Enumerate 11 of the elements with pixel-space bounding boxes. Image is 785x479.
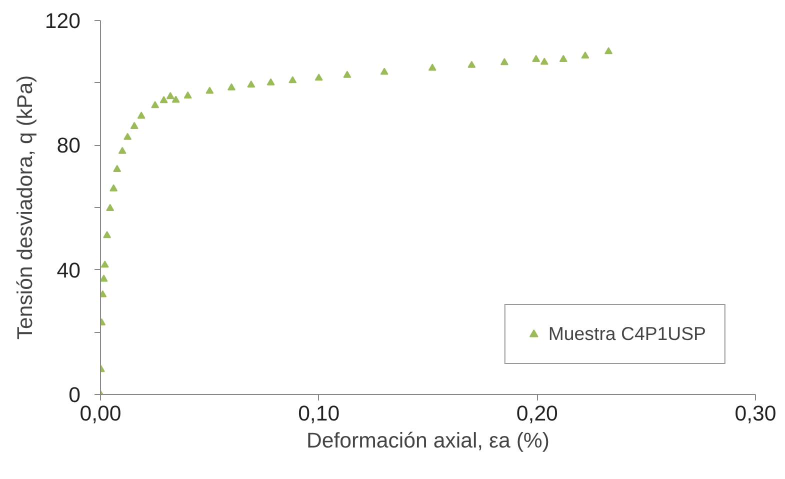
y-tick-label: 80 bbox=[56, 134, 81, 158]
x-axis-title: Deformación axial, εa (%) bbox=[306, 428, 550, 452]
legend-label: Muestra C4P1USP bbox=[548, 323, 706, 345]
x-tick-label: 0,30 bbox=[734, 402, 776, 426]
x-tick-label: 0,10 bbox=[298, 402, 340, 426]
y-tick-label: 120 bbox=[44, 9, 81, 33]
y-axis-title: Tensión desviadora, q (kPa) bbox=[12, 75, 37, 340]
x-tick-label: 0,20 bbox=[516, 402, 558, 426]
y-tick-label: 40 bbox=[56, 258, 81, 282]
x-tick-label: 0,00 bbox=[80, 402, 122, 426]
y-tick-label: 0 bbox=[68, 383, 81, 407]
